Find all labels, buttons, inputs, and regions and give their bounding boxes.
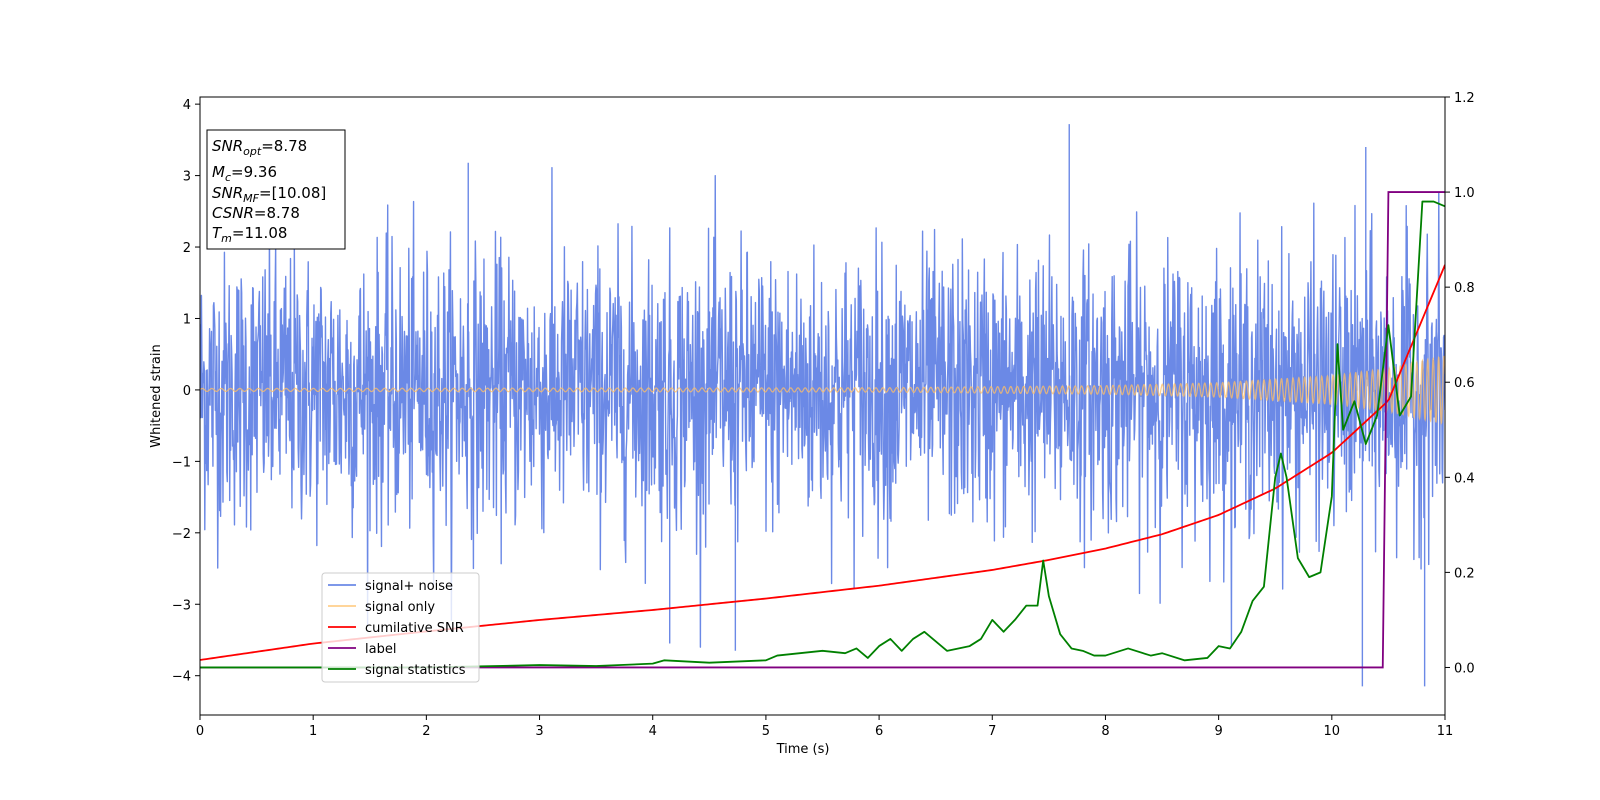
y-right-tick-label: 0.6 — [1454, 376, 1475, 391]
plot-frame — [199, 96, 1446, 716]
x-tick-label: 11 — [1437, 724, 1454, 739]
x-tick-label: 5 — [762, 724, 770, 739]
x-axis-label: Time (s) — [776, 742, 830, 757]
y-left-tick-label: −3 — [172, 598, 191, 613]
y-left-tick-label: 0 — [183, 384, 191, 399]
y-left-tick-label: −4 — [172, 670, 191, 685]
y-right-tick-label: 0.0 — [1454, 661, 1475, 676]
axes: 0 1 2 3 4 5 6 7 8 9 10 11 −4 −3 −2 −1 0 1 2 3 4 0.0 0.2 0.4 0.6 0… — [172, 91, 1475, 739]
info-tm: Tm=11.08 — [212, 224, 287, 245]
y-left-tick-label: 3 — [183, 170, 191, 185]
plot-clip-group — [200, 124, 1445, 687]
y-left-tick-label: 1 — [183, 312, 191, 327]
y-right-tick-label: 1.0 — [1454, 186, 1475, 201]
series-signal-noise — [200, 166, 1445, 648]
x-tick-label: 2 — [422, 724, 430, 739]
legend-label: signal statistics — [365, 663, 466, 678]
y-right-tick-label: 0.4 — [1454, 471, 1475, 486]
y-left-tick-label: 2 — [183, 241, 191, 256]
y-left-tick-label: 4 — [183, 98, 191, 113]
y-right-tick-label: 0.2 — [1454, 566, 1475, 581]
legend-label: signal only — [365, 600, 435, 615]
x-tick-label: 4 — [649, 724, 657, 739]
y-right-tick-label: 0.8 — [1454, 281, 1475, 296]
legend-frame — [321, 572, 480, 683]
legend-label: label — [365, 642, 396, 657]
info-box-frame — [206, 129, 346, 250]
legend-label: cumilative SNR — [365, 621, 464, 636]
legend-label: signal+ noise — [365, 579, 453, 594]
x-tick-label: 6 — [875, 724, 883, 739]
y-right-tick-label: 1.2 — [1454, 91, 1475, 106]
legend: signal+ noise signal only cumilative SNR la… — [321, 572, 480, 683]
x-tick-label: 8 — [1101, 724, 1109, 739]
series-label — [200, 191, 1445, 669]
y-left-tick-label: −1 — [172, 455, 191, 470]
info-csnr: CSNR=8.78 — [212, 204, 300, 222]
info-snr-opt: SNRopt=8.78 — [212, 137, 307, 158]
x-tick-label: 10 — [1324, 724, 1341, 739]
info-mc: Mc=9.36 — [212, 163, 277, 184]
info-box: SNRopt=8.78 Mc=9.36 SNRMF=[10.08] CSNR=8… — [206, 129, 346, 250]
x-tick-label: 3 — [535, 724, 543, 739]
series-signal-only — [200, 355, 1445, 426]
info-snr-mf: SNRMF=[10.08] — [212, 184, 326, 205]
series-signal-statistics — [200, 200, 1445, 669]
y-left-tick-label: −2 — [172, 527, 191, 542]
x-tick-label: 0 — [196, 724, 204, 739]
x-tick-label: 9 — [1214, 724, 1222, 739]
x-tick-label: 7 — [988, 724, 996, 739]
plot-area — [200, 124, 1445, 687]
x-tick-label: 1 — [309, 724, 317, 739]
y-axis-label: Whitened strain — [149, 344, 164, 447]
